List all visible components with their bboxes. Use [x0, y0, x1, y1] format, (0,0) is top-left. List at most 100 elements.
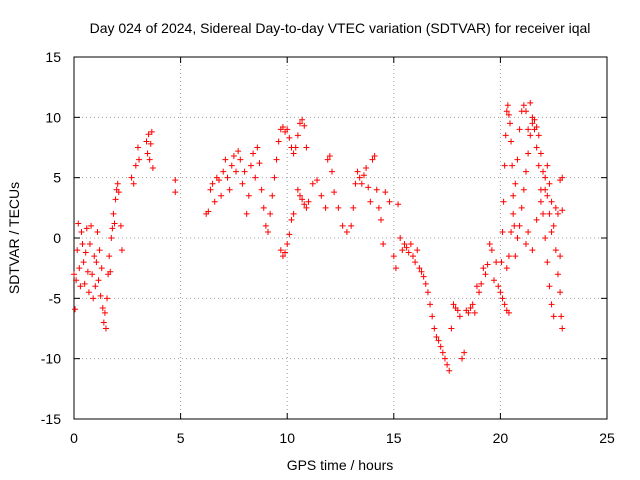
data-point	[146, 156, 153, 163]
data-point	[511, 222, 518, 229]
data-point	[386, 198, 393, 205]
data-point	[512, 253, 519, 260]
data-point	[352, 180, 359, 187]
data-point	[235, 148, 242, 155]
data-point	[348, 222, 355, 229]
data-point	[433, 333, 440, 340]
data-point	[299, 116, 306, 123]
data-point	[554, 271, 561, 278]
data-point	[335, 204, 342, 211]
x-tick-label: 5	[177, 430, 185, 446]
data-point	[558, 313, 565, 320]
data-point	[110, 210, 117, 217]
data-point	[275, 138, 282, 145]
data-point	[392, 265, 399, 272]
data-point	[144, 150, 151, 157]
y-tick-label: -5	[49, 290, 62, 306]
data-point	[72, 306, 79, 313]
x-tick-label: 15	[386, 430, 402, 446]
data-point	[546, 180, 553, 187]
data-point	[557, 289, 564, 296]
data-point	[546, 210, 553, 217]
data-point	[542, 174, 549, 181]
data-point	[537, 150, 544, 157]
data-point	[418, 268, 425, 275]
data-point	[375, 204, 382, 211]
data-point	[509, 162, 516, 169]
data-point	[132, 162, 139, 169]
data-point	[77, 283, 84, 290]
data-point	[548, 301, 555, 308]
data-point	[296, 192, 303, 199]
data-point	[73, 277, 80, 284]
data-point	[540, 210, 547, 217]
axis-ticks	[73, 56, 608, 420]
data-point	[226, 186, 233, 193]
data-point	[241, 168, 248, 175]
data-point	[559, 174, 566, 181]
data-point	[76, 265, 83, 272]
data-point	[100, 319, 107, 326]
data-point	[498, 259, 505, 266]
data-point	[262, 222, 269, 229]
data-point	[309, 180, 316, 187]
data-point	[505, 111, 512, 118]
data-point	[456, 313, 463, 320]
data-point	[277, 247, 284, 254]
data-point	[260, 204, 267, 211]
data-point	[106, 253, 113, 260]
data-point	[107, 268, 114, 275]
data-point	[254, 144, 261, 151]
data-point	[331, 189, 338, 196]
data-point	[205, 208, 212, 215]
data-point	[441, 355, 448, 362]
data-point	[230, 152, 237, 159]
data-point	[99, 304, 106, 311]
data-point	[237, 156, 244, 163]
data-point	[286, 134, 293, 141]
data-point	[454, 307, 461, 314]
data-point	[531, 126, 538, 133]
data-point	[535, 162, 542, 169]
data-point	[172, 189, 179, 196]
data-point	[378, 216, 385, 223]
data-point	[365, 184, 372, 191]
data-point	[420, 273, 427, 280]
data-point	[343, 228, 350, 235]
data-point	[514, 235, 521, 241]
data-point	[89, 271, 96, 278]
y-tick-label: 10	[45, 109, 61, 125]
data-point	[416, 265, 423, 272]
data-point	[250, 150, 257, 157]
data-point	[446, 367, 453, 374]
data-point	[324, 156, 331, 163]
data-point	[399, 247, 406, 254]
data-point	[544, 192, 551, 199]
y-axis-tick-labels: -15 -10 -5 0 5 10 15	[41, 49, 61, 427]
data-point	[540, 168, 547, 175]
data-point	[358, 180, 365, 187]
x-tick-label: 25	[599, 430, 615, 446]
data-point	[510, 192, 517, 199]
y-tick-label: -15	[41, 411, 61, 427]
data-point	[209, 180, 216, 187]
data-point	[279, 123, 286, 130]
data-point	[503, 108, 510, 115]
data-point	[548, 228, 555, 235]
data-point	[326, 152, 333, 159]
data-point	[290, 150, 297, 157]
data-point	[409, 253, 416, 260]
data-point	[367, 198, 374, 205]
data-point	[75, 220, 82, 227]
data-point	[299, 196, 306, 203]
data-point	[96, 247, 103, 254]
data-point	[529, 120, 536, 127]
data-point	[465, 309, 472, 316]
data-point	[529, 247, 536, 254]
y-tick-label: -10	[41, 351, 61, 367]
data-point	[557, 253, 564, 260]
data-point	[525, 150, 532, 157]
data-point	[429, 313, 436, 320]
data-point	[467, 304, 474, 311]
